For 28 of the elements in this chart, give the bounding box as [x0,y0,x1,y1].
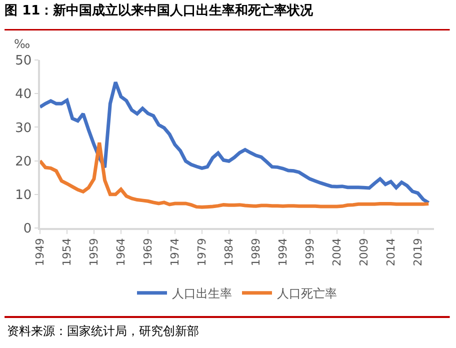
line-series [40,80,430,205]
x-tick-label: 1989 [249,238,262,266]
y-axis-title: ‰ [14,37,30,51]
y-tick-label: 10 [15,188,32,203]
y-tick-label: 0 [23,222,32,237]
legend-label: 人口死亡率 [277,286,337,301]
x-tick-label: 2019 [411,238,424,266]
x-tick-label: 1969 [142,238,155,266]
chart-title: 图 11：新中国成立以来中国人口出生率和死亡率状况 [4,2,314,18]
x-tick-label: 1979 [195,238,208,266]
x-tick-label: 1999 [303,238,316,266]
y-tick-label: 20 [15,154,32,170]
x-tick-label: 1954 [60,238,74,266]
x-tick-label: 1959 [88,238,101,266]
y-tick-label: 40 [15,87,32,102]
y-tick-label: 30 [15,120,32,136]
text: 资料来源：国家统计局，研究创新部 [7,324,199,338]
x-tick-label: 2014 [384,238,398,266]
y-tick-label: 50 [15,54,32,69]
x-tick-label: 1964 [114,238,128,266]
x-tick-label: 1994 [276,238,290,266]
x-tick-label: 1974 [168,238,182,266]
legend-label: 人口出生率 [172,286,232,301]
x-tick-label: 1984 [222,238,236,266]
x-tick-label: 1949 [34,238,47,266]
x-tick-label: 2009 [357,238,370,266]
x-tick-label: 2004 [330,238,344,266]
line-series [40,140,430,209]
